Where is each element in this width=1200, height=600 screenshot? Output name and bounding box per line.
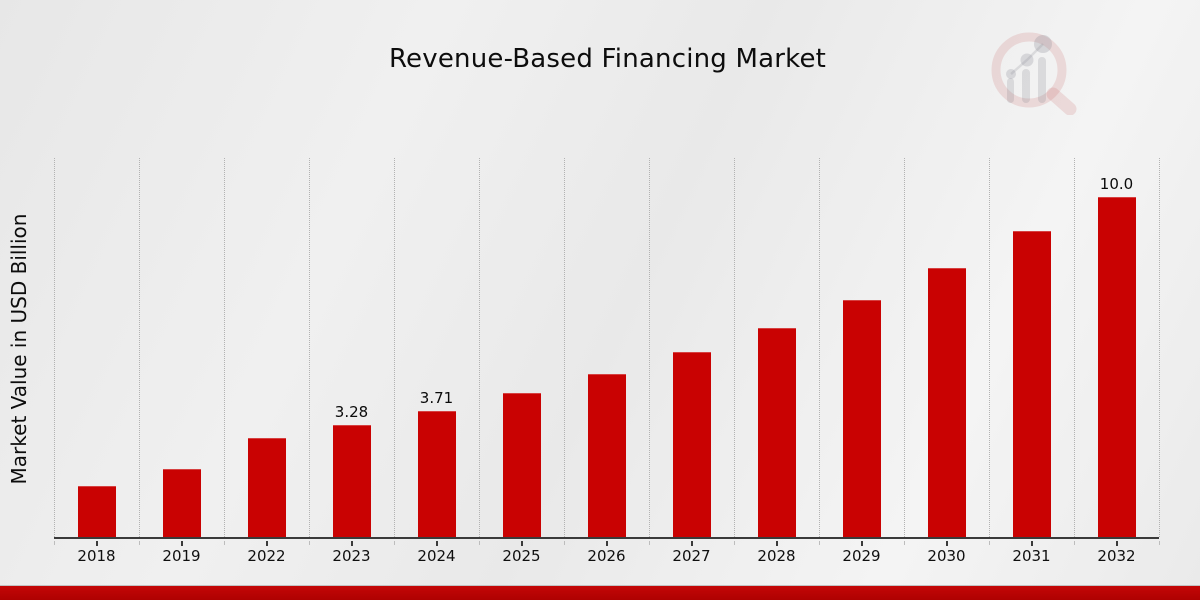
x-tick-label-2023: 2023 xyxy=(332,547,371,565)
minor-tick xyxy=(1074,541,1075,545)
x-tick-label-2031: 2031 xyxy=(1012,547,1051,565)
bar-2028 xyxy=(757,327,796,537)
bar-2031 xyxy=(1012,230,1051,537)
gridline xyxy=(989,158,990,537)
bar-value-label-2023: 3.28 xyxy=(334,403,369,422)
gridline xyxy=(1159,158,1160,537)
minor-tick xyxy=(734,541,735,545)
x-tick-label-2030: 2030 xyxy=(927,547,966,565)
y-axis-label: Market Value in USD Billion xyxy=(7,213,31,485)
gridline xyxy=(1074,158,1075,537)
minor-tick xyxy=(309,541,310,545)
x-tick-label-2025: 2025 xyxy=(502,547,541,565)
x-axis-tick xyxy=(95,541,98,546)
plot-area: 3.28 3.71 10.0 xyxy=(54,158,1160,546)
bar-2030 xyxy=(927,267,966,537)
minor-tick xyxy=(224,541,225,545)
gridline xyxy=(819,158,820,537)
x-tick-label-2029: 2029 xyxy=(842,547,881,565)
x-tick-label-2022: 2022 xyxy=(247,547,286,565)
x-axis-tick xyxy=(435,541,438,546)
magnifier-icon xyxy=(991,32,1077,115)
gridline xyxy=(479,158,480,537)
gridline xyxy=(309,158,310,537)
gridline xyxy=(394,158,395,537)
minor-tick xyxy=(904,541,905,545)
bar-2019 xyxy=(162,468,201,537)
x-tick-label-2018: 2018 xyxy=(77,547,116,565)
gridline xyxy=(139,158,140,537)
minor-tick xyxy=(54,541,55,545)
minor-tick xyxy=(479,541,480,545)
x-axis-tick xyxy=(945,541,948,546)
minor-tick xyxy=(139,541,140,545)
chart-title: Revenue-Based Financing Market xyxy=(388,44,827,74)
x-axis-tick xyxy=(690,541,693,546)
x-axis-tick xyxy=(1115,541,1118,546)
x-tick-label-2026: 2026 xyxy=(587,547,626,565)
bar-2027 xyxy=(672,351,711,537)
x-axis-tick xyxy=(180,541,183,546)
x-axis-tick xyxy=(860,541,863,546)
minor-tick xyxy=(564,541,565,545)
x-axis-tick xyxy=(775,541,778,546)
gridline xyxy=(224,158,225,537)
gridline xyxy=(734,158,735,537)
bar-value-label-2032: 10.0 xyxy=(1099,174,1134,193)
bar-trend-icon xyxy=(1006,35,1052,103)
bar-value-label-2024: 3.71 xyxy=(419,388,454,407)
x-axis-tick xyxy=(1030,541,1033,546)
minor-tick xyxy=(1159,541,1160,545)
x-tick-label-2028: 2028 xyxy=(757,547,796,565)
minor-tick xyxy=(989,541,990,545)
gridline xyxy=(904,158,905,537)
bar-2029 xyxy=(842,299,881,537)
gridline xyxy=(54,158,55,537)
bar-2032 xyxy=(1097,196,1136,537)
bar-2018 xyxy=(77,485,116,537)
x-tick-label-2019: 2019 xyxy=(162,547,201,565)
bottom-accent-stripe xyxy=(0,586,1200,600)
bar-2022 xyxy=(247,438,286,537)
gridline xyxy=(564,158,565,537)
x-tick-label-2027: 2027 xyxy=(672,547,711,565)
bar-2024 xyxy=(417,410,456,537)
x-axis-tick xyxy=(605,541,608,546)
x-axis-tick xyxy=(350,541,353,546)
gridline xyxy=(649,158,650,537)
brand-logo-watermark xyxy=(991,32,1077,115)
bar-2026 xyxy=(587,373,626,537)
x-axis-tick xyxy=(265,541,268,546)
minor-tick xyxy=(649,541,650,545)
bar-2023 xyxy=(332,425,371,537)
minor-tick xyxy=(819,541,820,545)
bar-2025 xyxy=(502,392,541,537)
x-tick-label-2024: 2024 xyxy=(417,547,456,565)
x-axis-tick xyxy=(520,541,523,546)
x-tick-label-2032: 2032 xyxy=(1097,547,1136,565)
minor-tick xyxy=(394,541,395,545)
